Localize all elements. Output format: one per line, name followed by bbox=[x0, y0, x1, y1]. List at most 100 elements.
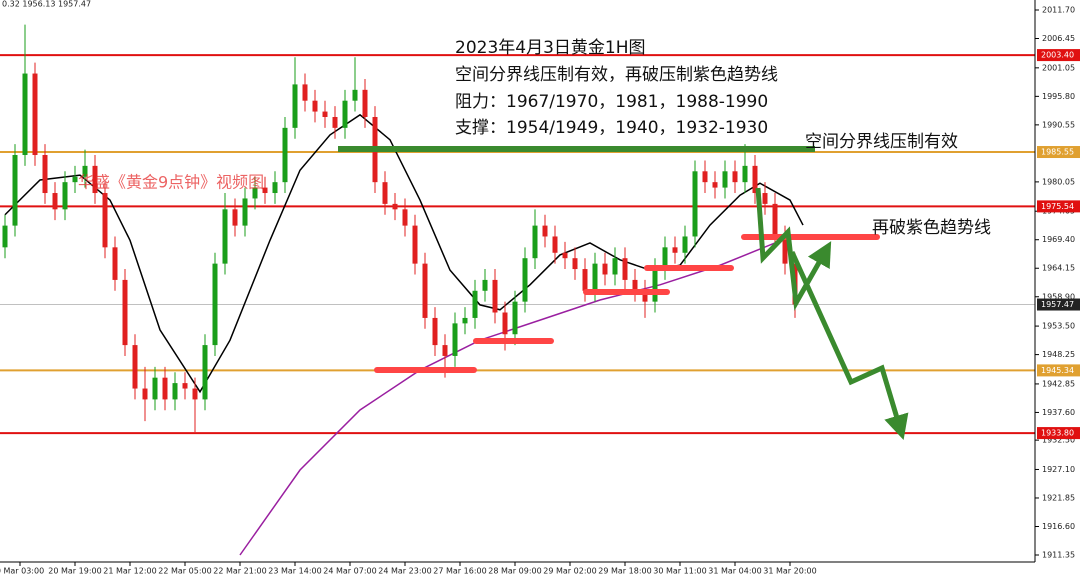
candle-body bbox=[562, 252, 568, 259]
candle-body bbox=[722, 171, 728, 188]
candle-body bbox=[752, 165, 758, 194]
level-label: 2003.40 bbox=[1041, 51, 1074, 60]
candle-body bbox=[512, 301, 518, 335]
candle-body bbox=[412, 225, 418, 264]
candle-body bbox=[772, 203, 778, 237]
candle-body bbox=[32, 73, 38, 156]
candle-body bbox=[202, 345, 208, 400]
header-text: 0.32 1956.13 1957.47 bbox=[2, 0, 91, 9]
candle-body bbox=[472, 290, 478, 318]
y-tick-label: 1937.60 bbox=[1042, 408, 1075, 417]
candle-body bbox=[532, 225, 538, 259]
x-tick-label: 27 Mar 16:00 bbox=[433, 567, 486, 576]
candle-body bbox=[542, 225, 548, 237]
candle-body bbox=[782, 236, 788, 264]
candle-body bbox=[242, 198, 248, 226]
candle-body bbox=[572, 258, 578, 270]
y-tick-label: 1921.85 bbox=[1042, 493, 1075, 502]
candle-body bbox=[652, 269, 658, 302]
y-tick-label: 1942.85 bbox=[1042, 379, 1075, 388]
level-label: 1933.80 bbox=[1041, 429, 1074, 438]
level-label: 1945.34 bbox=[1041, 366, 1074, 375]
candle-body bbox=[432, 317, 438, 346]
candle-body bbox=[442, 345, 448, 356]
candle-body bbox=[672, 247, 678, 253]
candle-body bbox=[382, 182, 388, 204]
candle-body bbox=[42, 155, 48, 194]
annotation: 再破紫色趋势线 bbox=[872, 218, 991, 238]
candle-body bbox=[592, 263, 598, 291]
candle-body bbox=[422, 263, 428, 318]
candle-body bbox=[252, 187, 258, 199]
x-tick-label: 23 Mar 14:00 bbox=[268, 567, 321, 576]
candle-body bbox=[262, 187, 268, 194]
candle-body bbox=[642, 290, 648, 302]
candle-body bbox=[342, 100, 348, 128]
candle-body bbox=[62, 182, 68, 210]
candle-body bbox=[292, 84, 298, 128]
candle-body bbox=[482, 279, 488, 291]
x-tick-label: 21 Mar 12:00 bbox=[103, 567, 156, 576]
level-label-box bbox=[1037, 364, 1080, 377]
x-tick-label: 20 Mar 19:00 bbox=[48, 567, 101, 576]
y-tick-label: 1964.15 bbox=[1042, 264, 1075, 273]
candle-body bbox=[632, 279, 638, 291]
level-label: 1985.55 bbox=[1041, 148, 1074, 157]
level-label-box bbox=[1037, 49, 1080, 62]
y-tick-label: 1932.50 bbox=[1042, 436, 1075, 445]
candle-body bbox=[552, 236, 558, 253]
candle-body bbox=[492, 279, 498, 313]
candle-body bbox=[682, 236, 688, 253]
candle-body bbox=[402, 209, 408, 226]
annotation: 2023年4月3日黄金1H图 bbox=[455, 38, 646, 58]
candle-body bbox=[162, 377, 168, 400]
y-tick-label: 1969.40 bbox=[1042, 235, 1075, 244]
candle-body bbox=[232, 209, 238, 226]
candle-body bbox=[522, 258, 528, 302]
candle-body bbox=[322, 111, 328, 117]
annotation: 空间分界线压制有效，再破压制紫色趋势线 bbox=[455, 65, 778, 85]
y-tick-label: 2006.45 bbox=[1042, 34, 1075, 43]
level-label-box bbox=[1037, 298, 1080, 311]
candle-body bbox=[582, 269, 588, 291]
candle-body bbox=[92, 165, 98, 194]
candle-body bbox=[702, 171, 708, 183]
x-tick-label: 29 Mar 18:00 bbox=[598, 567, 651, 576]
y-tick-label: 1911.35 bbox=[1042, 551, 1075, 560]
y-tick-label: 1916.60 bbox=[1042, 522, 1075, 531]
candle-body bbox=[392, 203, 398, 210]
candle-body bbox=[212, 263, 218, 346]
candle-body bbox=[122, 279, 128, 346]
candle-body bbox=[142, 388, 148, 400]
x-tick-label: 24 Mar 07:00 bbox=[323, 567, 376, 576]
candle-body bbox=[282, 127, 288, 183]
level-label: 1957.47 bbox=[1041, 300, 1074, 309]
candle-body bbox=[762, 193, 768, 204]
candle-body bbox=[2, 225, 8, 248]
y-tick-label: 1958.90 bbox=[1042, 292, 1075, 301]
level-label-box bbox=[1037, 200, 1080, 213]
x-tick-label: 30 Mar 11:00 bbox=[653, 567, 706, 576]
overlay: 2003.40 1985.55 1975.54 1957.47 1945.34 1933.… bbox=[1037, 49, 1080, 440]
candle-body bbox=[742, 165, 748, 183]
candle-body bbox=[622, 258, 628, 280]
candle-body bbox=[662, 247, 668, 270]
x-tick-label: 28 Mar 09:00 bbox=[488, 567, 541, 576]
annotation: 空间分界线压制有效 bbox=[805, 132, 958, 152]
plot: 2011.70 2006.45 2001.05 1995.80 1990.55 1980.… bbox=[0, 6, 1075, 576]
candle-body bbox=[332, 116, 338, 128]
candle-body bbox=[222, 209, 228, 264]
candle-body bbox=[72, 176, 78, 183]
x-tick-label: 31 Mar 04:00 bbox=[708, 567, 761, 576]
y-tick-label: 1980.05 bbox=[1042, 177, 1075, 186]
support-marks bbox=[374, 234, 880, 373]
y-tick-label: 2011.70 bbox=[1042, 6, 1075, 15]
candle-body bbox=[462, 317, 468, 324]
drawings bbox=[338, 146, 909, 440]
candle-body bbox=[312, 100, 318, 112]
level-label-box bbox=[1037, 427, 1080, 440]
y-tick-label: 1948.25 bbox=[1042, 350, 1075, 359]
candle-body bbox=[502, 312, 508, 335]
candle-body bbox=[82, 165, 88, 177]
